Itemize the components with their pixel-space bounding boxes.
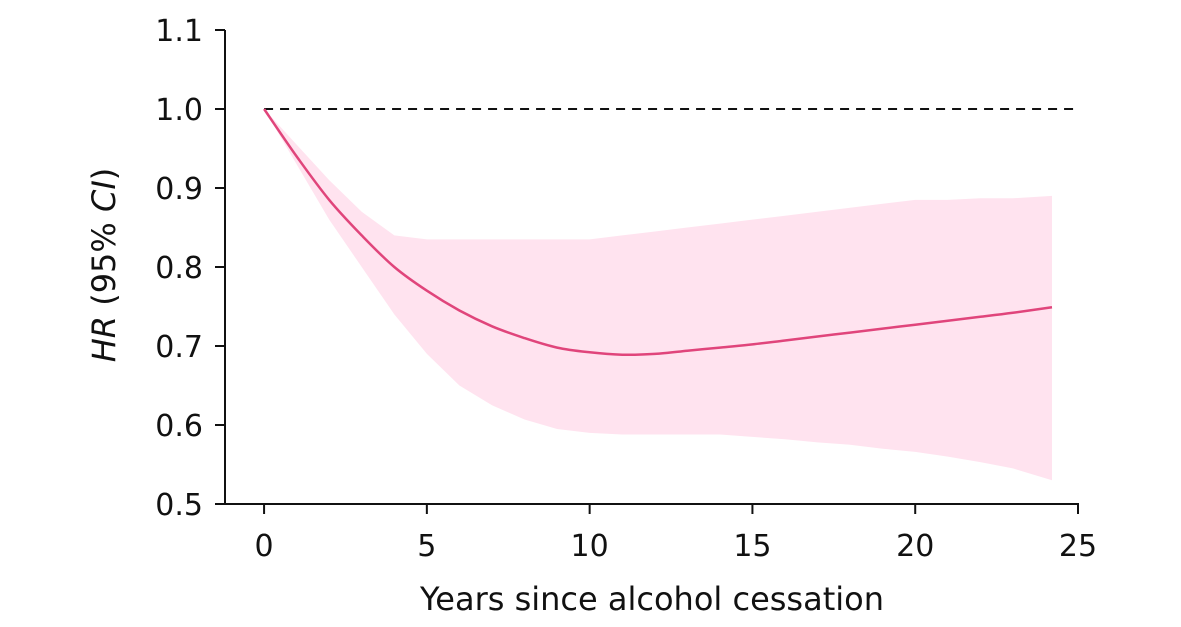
y-axis-ticks: 0.5 0.6 0.7 0.8 0.9 1.0 1.1 (155, 14, 225, 523)
y-axis-title-open: (95% (85, 212, 123, 316)
y-tick-label: 1.1 (155, 14, 203, 49)
x-tick-label: 10 (571, 529, 609, 564)
y-tick-label: 0.5 (155, 488, 203, 523)
x-axis-ticks: 0 5 10 15 20 25 (255, 504, 1097, 564)
y-axis-title: HR (95% CI) (85, 168, 123, 363)
y-tick-label: 1.0 (155, 93, 203, 128)
y-tick-label: 0.6 (155, 409, 203, 444)
y-axis-title-hr: HR (85, 316, 123, 362)
y-tick-label: 0.8 (155, 251, 203, 286)
y-axis-title-close: ) (85, 168, 123, 180)
x-tick-label: 20 (896, 529, 934, 564)
y-tick-label: 0.7 (155, 330, 203, 365)
x-tick-label: 5 (417, 529, 436, 564)
y-tick-label: 0.9 (155, 172, 203, 207)
x-tick-label: 25 (1059, 529, 1097, 564)
x-axis-title: Years since alcohol cessation (419, 580, 884, 618)
series-line-layer (263, 108, 1053, 357)
series-line (263, 108, 1053, 357)
x-tick-label: 15 (733, 529, 771, 564)
x-tick-label: 0 (255, 529, 274, 564)
y-axis-title-ci: CI (85, 180, 123, 212)
ci-band (264, 109, 1053, 481)
ci-band-layer (264, 109, 1053, 481)
